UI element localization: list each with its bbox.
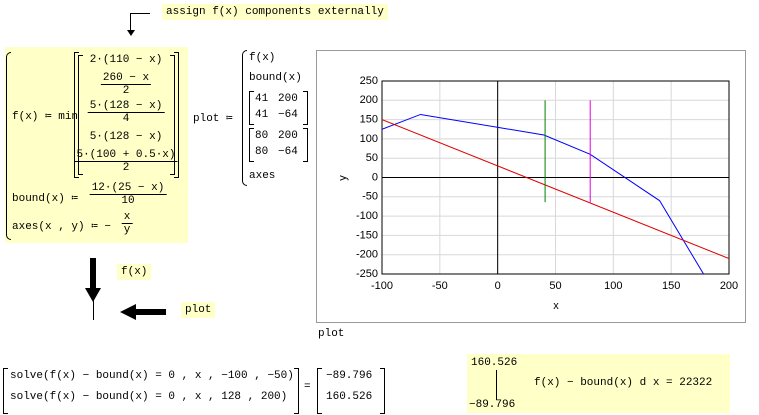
matrix-cell: 80 <box>255 130 269 142</box>
denominator: y <box>123 224 131 236</box>
x-tick-label: 200 <box>720 280 738 292</box>
integral-body: f(x) − bound(x) d x = 22322 <box>534 377 713 389</box>
f-lhs: f(x) ≔ min <box>12 111 79 123</box>
numerator: 5·(128 − x) <box>87 100 165 113</box>
note-connector <box>130 13 131 33</box>
brace <box>6 52 11 240</box>
brace <box>242 50 247 186</box>
solve-row: solve(f(x) − bound(x) = 0 , x , 128 , 20… <box>10 391 288 403</box>
x-tick-label: 50 <box>549 280 561 292</box>
bracket <box>170 55 175 175</box>
integral-upper: 160.526 <box>471 357 518 369</box>
solve-row: solve(f(x) − bound(x) = 0 , x , −100 , −… <box>10 370 294 382</box>
plot-item: bound(x) <box>249 72 302 84</box>
flow-arrow <box>90 258 96 288</box>
x-tick-label: -100 <box>371 280 393 292</box>
bracket <box>303 128 308 162</box>
bracket <box>78 55 83 175</box>
plot-lhs: plot ≔ <box>193 113 233 125</box>
bracket <box>174 52 179 178</box>
y-tick-label: -200 <box>356 249 378 261</box>
bracket <box>294 368 299 414</box>
note-connector <box>130 13 150 36</box>
flow-label: plot <box>181 302 216 318</box>
denominator: 2 <box>122 162 130 174</box>
note-arrow <box>127 30 135 36</box>
y-tick-label: -50 <box>362 191 378 203</box>
integral-region <box>467 354 730 413</box>
bound-lhs: bound(x) ≔ <box>12 193 79 205</box>
chart-frame <box>316 50 746 323</box>
y-tick-label: -150 <box>356 229 378 241</box>
plot-item: axes <box>249 170 276 182</box>
equals: = <box>304 381 311 393</box>
x-tick-label: 100 <box>604 280 622 292</box>
numerator: 5·(100 + 0.5·x) <box>74 149 178 162</box>
bracket <box>249 91 254 125</box>
definition-region <box>5 47 188 243</box>
fraction: 12·(25 − x) 10 <box>89 182 167 207</box>
y-tick-label: 200 <box>360 94 378 106</box>
y-tick-label: 0 <box>372 171 378 183</box>
piece: 2·(110 − x) <box>89 54 163 66</box>
bracket <box>249 128 254 162</box>
matrix-cell: −64 <box>278 109 298 121</box>
y-axis-label: y <box>337 175 349 181</box>
y-tick-label: 250 <box>360 75 378 87</box>
bracket <box>74 52 79 178</box>
denominator: 10 <box>121 195 135 207</box>
y-tick-label: 150 <box>360 114 378 126</box>
matrix-cell: 41 <box>255 93 269 105</box>
plot-item: f(x) <box>249 52 276 64</box>
chart-caption: plot <box>318 328 344 340</box>
x-tick-label: -50 <box>432 280 448 292</box>
denominator: 4 <box>122 113 130 125</box>
numerator: x <box>121 211 133 224</box>
integral-sign <box>496 370 497 400</box>
bracket <box>317 368 322 414</box>
numerator: 12·(25 − x) <box>89 182 167 195</box>
bracket <box>380 368 385 414</box>
axes-lhs: axes(x , y) ≔ − <box>12 221 112 233</box>
flow-arrow <box>136 309 166 315</box>
fraction: 5·(128 − x) 4 <box>87 100 165 125</box>
matrix-cell: 41 <box>255 109 269 121</box>
y-tick-label: -100 <box>356 210 378 222</box>
matrix-cell: 80 <box>255 146 269 158</box>
fraction: 5·(100 + 0.5·x) 2 <box>74 149 178 174</box>
x-tick-label: 150 <box>662 280 680 292</box>
flow-arrow <box>120 304 136 320</box>
numerator: 260 − x <box>100 72 152 85</box>
flow-label: f(x) <box>117 264 152 280</box>
denominator: 2 <box>122 85 130 97</box>
bracket <box>3 368 8 414</box>
flow-arrow <box>85 288 101 302</box>
solve-result: 160.526 <box>326 391 373 403</box>
integral-lower: −89.796 <box>469 399 516 411</box>
y-tick-label: 100 <box>360 133 378 145</box>
piece: 5·(128 − x) <box>89 131 163 143</box>
y-tick-label: -250 <box>356 268 378 280</box>
solve-result: −89.796 <box>326 370 373 382</box>
bracket <box>303 91 308 125</box>
series-line <box>382 119 729 260</box>
matrix-cell: 200 <box>278 130 298 142</box>
series-line <box>382 113 705 274</box>
x-axis-label: x <box>553 300 559 312</box>
matrix-cell: 200 <box>278 93 298 105</box>
plot-area <box>381 80 730 275</box>
note-label: assign f(x) components externally <box>162 4 388 20</box>
y-tick-label: 50 <box>366 152 378 164</box>
x-tick-label: 0 <box>495 280 501 292</box>
matrix-cell: −64 <box>278 146 298 158</box>
